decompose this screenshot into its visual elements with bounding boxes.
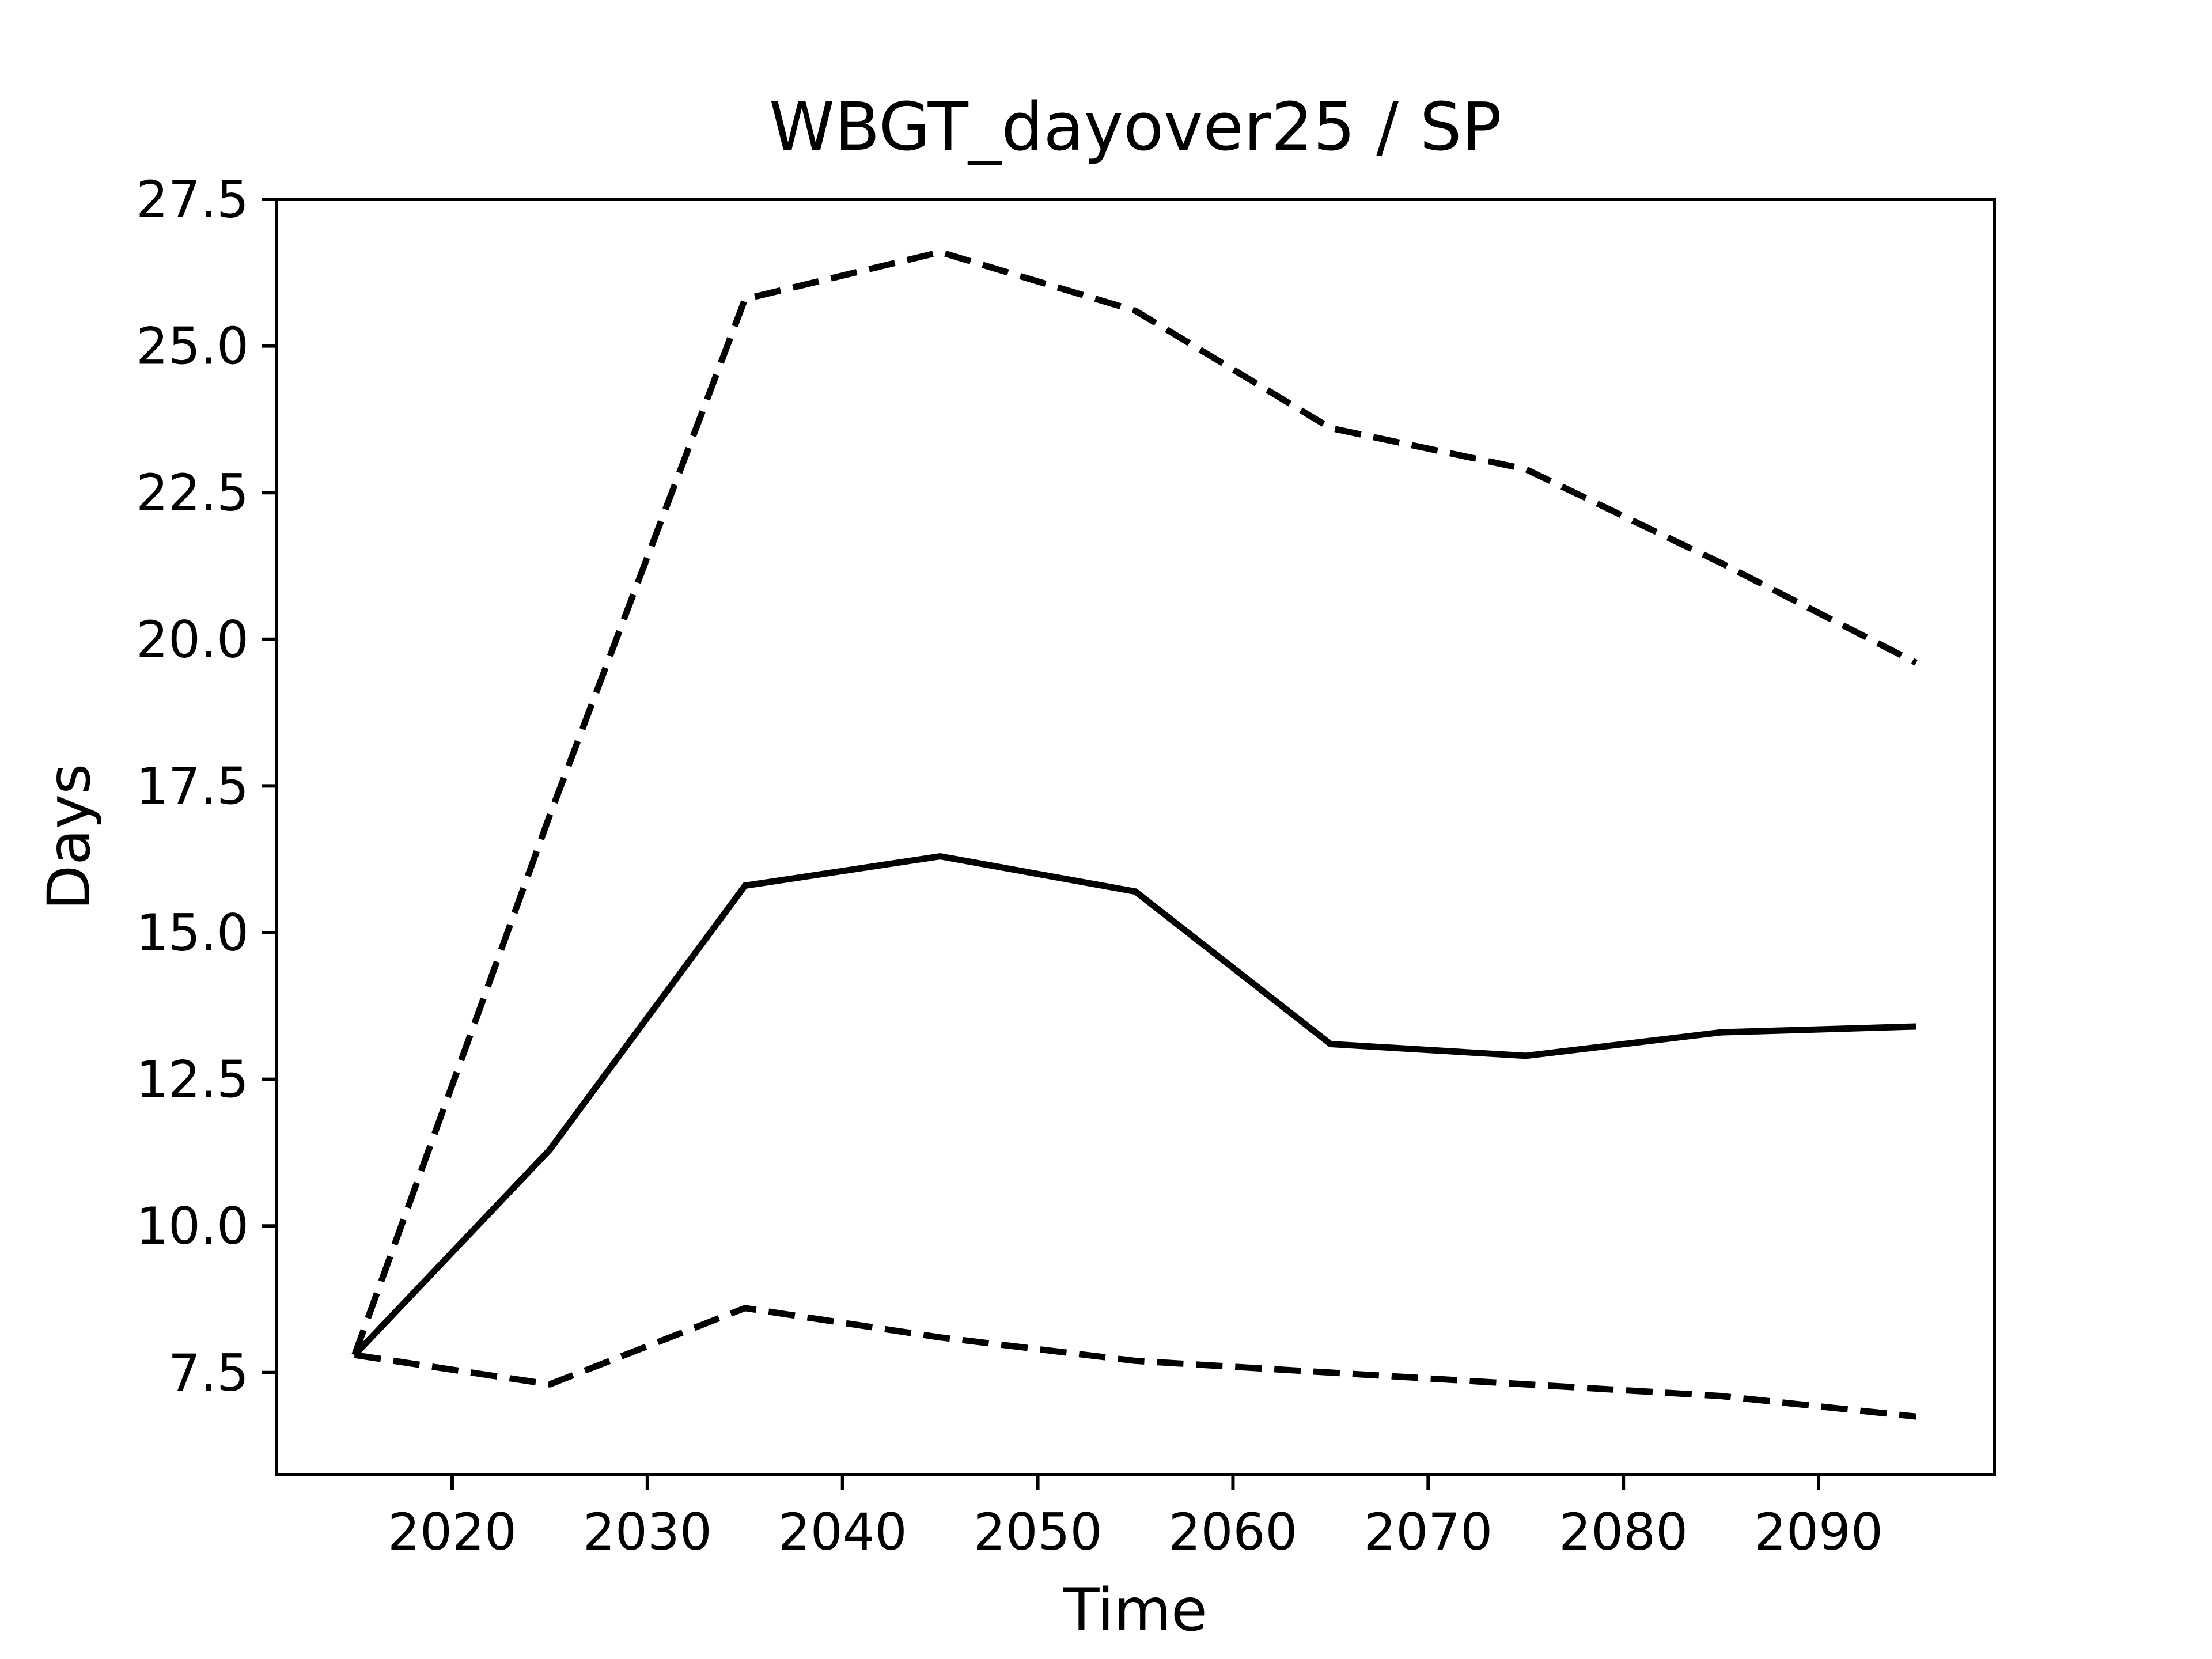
y-tick-label: 17.5 bbox=[136, 756, 249, 816]
x-tick-label: 2040 bbox=[778, 1502, 907, 1562]
x-tick-label: 2090 bbox=[1754, 1502, 1883, 1562]
x-tick-label: 2050 bbox=[974, 1502, 1103, 1562]
chart-title: WBGT_dayover25 / SP bbox=[769, 89, 1502, 166]
y-tick-label: 10.0 bbox=[136, 1196, 249, 1256]
series-upper-bound-line bbox=[351, 248, 1918, 1357]
series-group bbox=[351, 248, 1918, 1420]
series-lower-bound-line bbox=[354, 1305, 1917, 1420]
x-axis-label: Time bbox=[1063, 1576, 1207, 1645]
x-tick-label: 2080 bbox=[1559, 1502, 1688, 1562]
y-tick-label: 20.0 bbox=[136, 610, 249, 669]
x-tick-label: 2060 bbox=[1168, 1502, 1297, 1562]
y-tick-label: 15.0 bbox=[136, 903, 249, 963]
x-tick-label: 2070 bbox=[1363, 1502, 1493, 1562]
y-tick-label: 12.5 bbox=[136, 1050, 249, 1109]
y-axis-label: Days bbox=[35, 764, 104, 911]
y-tick-label: 27.5 bbox=[136, 170, 249, 229]
y-tick-label: 7.5 bbox=[168, 1343, 249, 1403]
x-tick-label: 2020 bbox=[388, 1502, 517, 1562]
axes-border bbox=[275, 198, 1996, 1476]
y-tick-label: 25.0 bbox=[136, 317, 249, 376]
y-axis-ticks: 7.5 10.0 12.5 15.0 17.5 20.0 22.5 25.0 27.5 bbox=[136, 170, 276, 1403]
y-tick-label: 22.5 bbox=[136, 463, 249, 522]
x-axis-ticks: 2020 2030 2040 2050 2060 2070 2080 2090 bbox=[388, 1475, 1883, 1562]
x-tick-label: 2030 bbox=[583, 1502, 712, 1562]
series-mean-line bbox=[352, 853, 1916, 1358]
